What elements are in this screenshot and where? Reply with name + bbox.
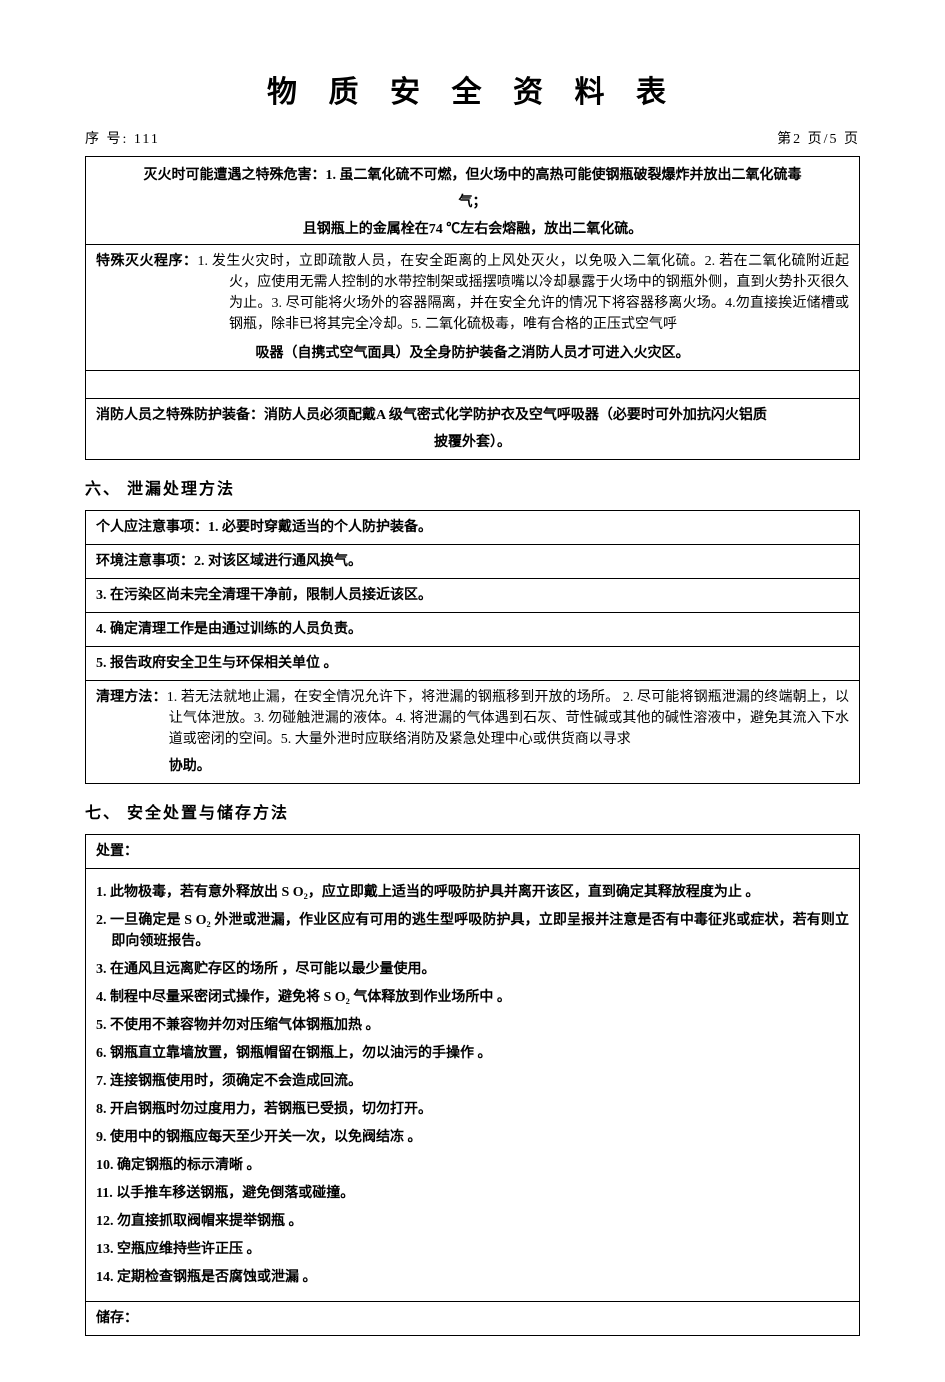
s7-item-5: 5. 不使用不兼容物并勿对压缩气体钢瓶加热 。 <box>96 1015 849 1036</box>
fire-procedure-row: 特殊灭火程序：1. 发生火灾时，立即疏散人员，在安全距离的上风处灭火，以免吸入二… <box>86 244 859 370</box>
section7-box: 处置： 1. 此物极毒，若有意外释放出 S O₂，应立即戴上适当的呼吸防护具并离… <box>85 834 860 1336</box>
storage-label: 储存： <box>86 1301 859 1335</box>
s7-item-12: 12. 勿直接抓取阀帽来提举钢瓶 。 <box>96 1211 849 1232</box>
s6-env: 环境注意事项：2. 对该区域进行通风换气。 <box>86 544 859 578</box>
s7-item-7: 7. 连接钢瓶使用时，须确定不会造成回流。 <box>96 1071 849 1092</box>
cleanup-line2: 协助。 <box>96 756 849 777</box>
hazard-line2: 且钢瓶上的金属栓在74 ℃左右会熔融，放出二氧化硫。 <box>96 219 849 240</box>
s7-item-3: 3. 在通风且远离贮存区的场所 ，尽可能以最少量使用。 <box>96 959 849 980</box>
cleanup-body: 1. 若无法就地止漏，在安全情况允许下，将泄漏的钢瓶移到开放的场所。 2. 尽可… <box>167 690 849 747</box>
section6-box: 个人应注意事项：1. 必要时穿戴适当的个人防护装备。 环境注意事项：2. 对该区… <box>85 510 860 784</box>
serial-value: 111 <box>134 132 160 147</box>
page-indicator: 第2 页/5 页 <box>777 129 860 150</box>
hazard-line1: 灭火时可能遭遇之特殊危害：1. 虽二氧化硫不可燃，但火场中的高热可能使钢瓶破裂爆… <box>96 165 849 186</box>
equipment-line2: 披覆外套）。 <box>96 432 849 453</box>
s6-item3: 3. 在污染区尚未完全清理干净前，限制人员接近该区。 <box>86 578 859 612</box>
s7-item-1: 1. 此物极毒，若有意外释放出 S O₂，应立即戴上适当的呼吸防护具并离开该区，… <box>96 882 849 903</box>
s6-personal: 个人应注意事项：1. 必要时穿戴适当的个人防护装备。 <box>86 511 859 544</box>
s7-item-13: 13. 空瓶应维持些许正压 。 <box>96 1239 849 1260</box>
fire-equipment-row: 消防人员之特殊防护装备：消防人员必须配戴A 级气密式化学防护衣及空气呼吸器（必要… <box>86 398 859 459</box>
hazard-gas-line: 气； <box>96 192 849 213</box>
fire-hazard-intro: 灭火时可能遭遇之特殊危害：1. 虽二氧化硫不可燃，但火场中的高热可能使钢瓶破裂爆… <box>86 157 859 244</box>
spacer-row <box>86 370 859 398</box>
procedure-line2: 吸器（自携式空气面具）及全身防护装备之消防人员才可进入火灾区。 <box>96 343 849 364</box>
cleanup-text: 清理方法：1. 若无法就地止漏，在安全情况允许下，将泄漏的钢瓶移到开放的场所。 … <box>96 687 849 750</box>
cleanup-label: 清理方法： <box>96 690 167 705</box>
s7-item-14: 14. 定期检查钢瓶是否腐蚀或泄漏 。 <box>96 1267 849 1288</box>
procedure-label: 特殊灭火程序： <box>96 254 197 269</box>
fire-procedure-text: 特殊灭火程序：1. 发生火灾时，立即疏散人员，在安全距离的上风处灭火，以免吸入二… <box>96 251 849 335</box>
s7-item-10: 10. 确定钢瓶的标示清晰 。 <box>96 1155 849 1176</box>
section7-title: 七、 安全处置与储存方法 <box>85 802 860 826</box>
serial-number: 序 号: 111 <box>85 129 160 150</box>
equipment-line1: 消防人员之特殊防护装备：消防人员必须配戴A 级气密式化学防护衣及空气呼吸器（必要… <box>96 405 849 426</box>
section6-title: 六、 泄漏处理方法 <box>85 478 860 502</box>
s7-item-11: 11. 以手推车移送钢瓶，避免倒落或碰撞。 <box>96 1183 849 1204</box>
disposal-label: 处置： <box>86 835 859 868</box>
s7-item-8: 8. 开启钢瓶时勿过度用力，若钢瓶已受损，切勿打开。 <box>96 1099 849 1120</box>
s7-item-6: 6. 钢瓶直立靠墙放置，钢瓶帽留在钢瓶上，勿以油污的手操作 。 <box>96 1043 849 1064</box>
serial-label: 序 号: <box>85 132 134 147</box>
s7-item-2: 2. 一旦确定是 S O₂ 外泄或泄漏，作业区应有可用的逃生型呼吸防护具，立即呈… <box>96 910 849 952</box>
document-title: 物 质 安 全 资 料 表 <box>85 70 860 115</box>
s6-item5: 5. 报告政府安全卫生与环保相关单位 。 <box>86 646 859 680</box>
procedure-body: 1. 发生火灾时，立即疏散人员，在安全距离的上风处灭火，以免吸入二氧化硫。2. … <box>197 254 849 332</box>
s6-cleanup: 清理方法：1. 若无法就地止漏，在安全情况允许下，将泄漏的钢瓶移到开放的场所。 … <box>86 680 859 783</box>
fire-hazard-box: 灭火时可能遭遇之特殊危害：1. 虽二氧化硫不可燃，但火场中的高热可能使钢瓶破裂爆… <box>85 156 860 460</box>
disposal-list: 1. 此物极毒，若有意外释放出 S O₂，应立即戴上适当的呼吸防护具并离开该区，… <box>86 868 859 1301</box>
s7-item-4: 4. 制程中尽量采密闭式操作，避免将 S O₂ 气体释放到作业场所中 。 <box>96 987 849 1008</box>
s7-item-9: 9. 使用中的钢瓶应每天至少开关一次，以免阀结冻 。 <box>96 1127 849 1148</box>
header-row: 序 号: 111 第2 页/5 页 <box>85 129 860 150</box>
s6-item4: 4. 确定清理工作是由通过训练的人员负责。 <box>86 612 859 646</box>
